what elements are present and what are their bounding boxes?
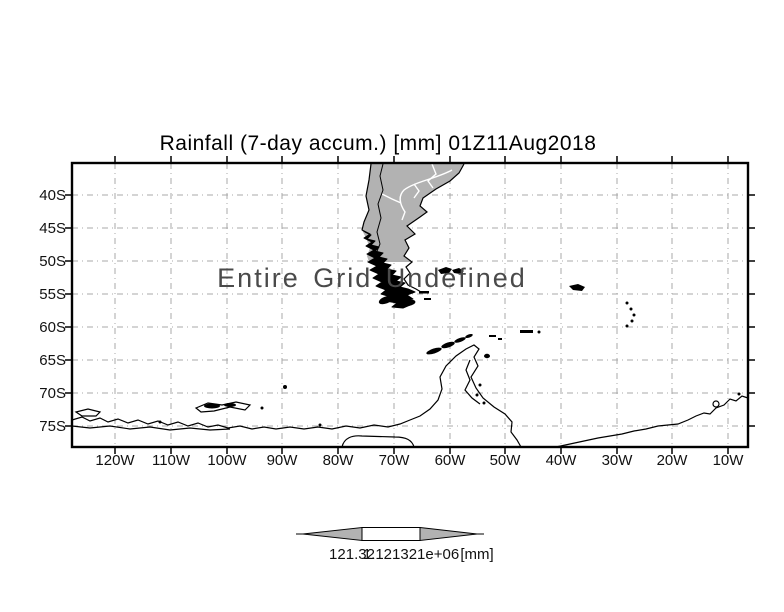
y-axis-label-70s: 70S: [39, 385, 66, 402]
x-axis-label-40w: 40W: [545, 452, 577, 469]
colorbar-left-arrow-icon: [302, 526, 363, 542]
colorbar-left-value: 121.32: [329, 546, 375, 563]
x-axis-label-10w: 10W: [712, 452, 744, 469]
x-axis-label-90w: 90W: [266, 452, 298, 469]
y-axis-label-65s: 65S: [39, 352, 66, 369]
colorbar-units: [mm]: [460, 546, 494, 563]
x-axis-label-110w: 110W: [151, 452, 191, 469]
island-marks: [158, 267, 741, 427]
colorbar: [296, 526, 484, 542]
colorbar-box: [361, 527, 421, 541]
south-america-landmass: [362, 164, 464, 262]
y-axis-label-40s: 40S: [39, 187, 66, 204]
x-axis-label-80w: 80W: [322, 452, 354, 469]
y-axis-label-75s: 75S: [39, 418, 66, 435]
plot-title: Rainfall (7-day accum.) [mm] 01Z11Aug201…: [159, 132, 597, 155]
y-axis-label-50s: 50S: [39, 253, 66, 270]
y-axis-label-60s: 60S: [39, 319, 66, 336]
x-axis-label-70w: 70W: [378, 452, 410, 469]
x-axis-label-30w: 30W: [601, 452, 633, 469]
grid-lines: [72, 163, 748, 447]
x-axis-label-100w: 100W: [207, 452, 247, 469]
x-axis-label-50w: 50W: [489, 452, 521, 469]
axis-ticks: [65, 156, 755, 454]
undefined-grid-notice: Entire Grid Undefined: [217, 263, 527, 293]
fjord-coast-texture: [361, 229, 416, 309]
x-axis-label-60w: 60W: [434, 452, 466, 469]
river-lines: [381, 163, 453, 221]
x-axis-label-120w: 120W: [95, 452, 135, 469]
colorbar-right-arrow-icon: [419, 526, 478, 542]
y-axis-label-45s: 45S: [39, 220, 66, 237]
y-axis-label-55s: 55S: [39, 286, 66, 303]
colorbar-right-value: 1.121321e+06: [362, 546, 460, 563]
plot-frame: [70, 161, 750, 449]
coastlines: [71, 163, 749, 448]
x-axis-label-20w: 20W: [656, 452, 688, 469]
